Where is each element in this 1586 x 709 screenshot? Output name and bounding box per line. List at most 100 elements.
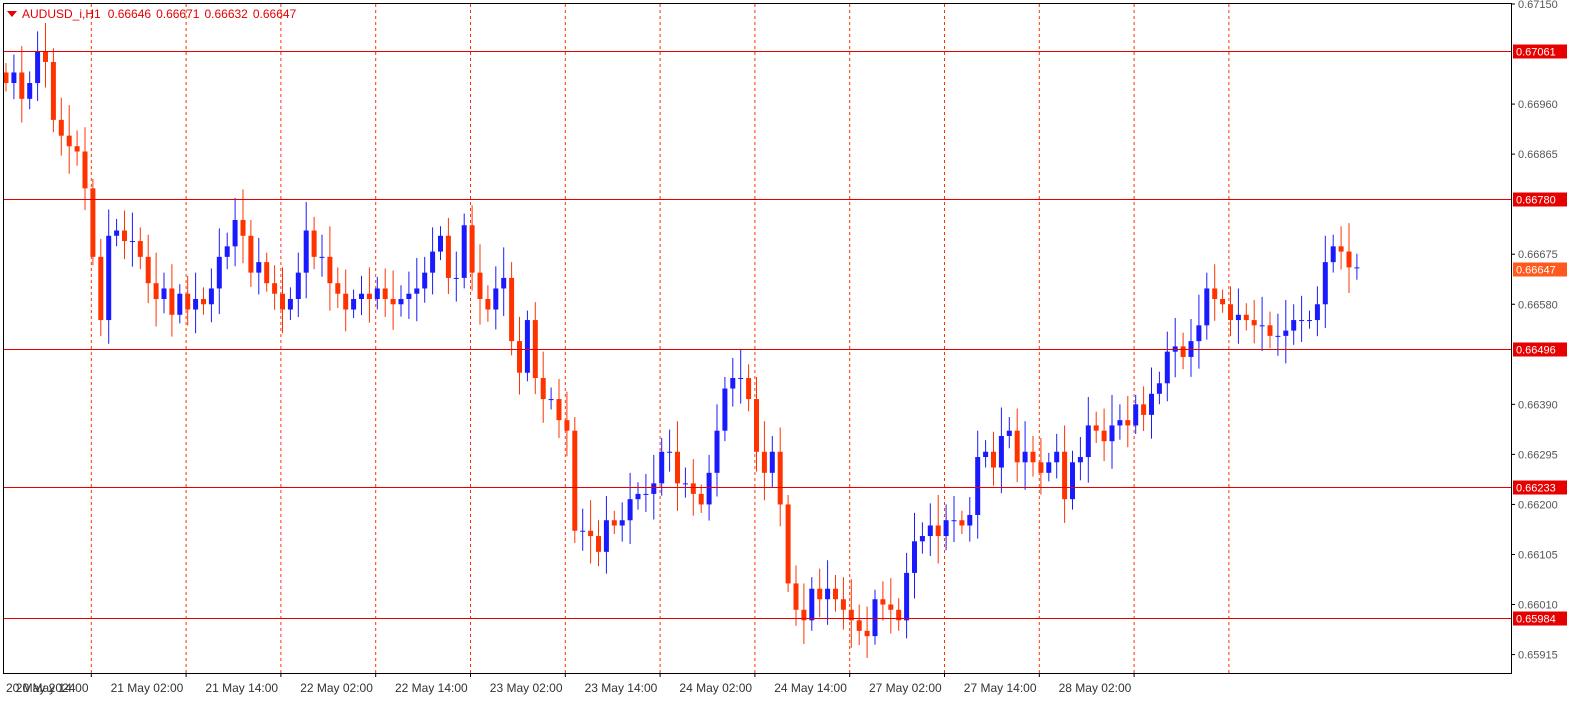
bear-candle-body: [793, 583, 799, 610]
bear-candle-body: [564, 420, 570, 431]
bear-candle-body: [66, 135, 72, 147]
bull-candle-body: [453, 277, 459, 279]
bull-candle-body: [1291, 320, 1297, 331]
bear-candle-body: [611, 520, 617, 526]
bear-candle-body: [991, 451, 996, 468]
bull-candle-body: [927, 525, 933, 537]
ohlc-close: 0.66647: [252, 7, 297, 21]
bull-candle-body: [493, 288, 499, 310]
bull-candle-body: [1117, 420, 1123, 426]
bear-candle-body: [19, 72, 25, 99]
bull-candle-body: [303, 230, 309, 273]
bear-candle-body: [540, 378, 546, 400]
bull-candle-body: [998, 435, 1004, 468]
bull-candle-body: [919, 536, 925, 542]
bear-candle-body: [327, 256, 333, 284]
bear-candle-body: [137, 241, 143, 257]
bull-candle-body: [603, 520, 609, 552]
bear-candle-body: [272, 283, 278, 294]
level-label-text: 0.66233: [1516, 483, 1556, 495]
price-tick-label: 0.65915: [1518, 650, 1558, 662]
price-tick-label: 0.66390: [1518, 399, 1558, 411]
bull-candle-body: [738, 378, 744, 380]
bull-candle-body: [1133, 404, 1139, 426]
bull-candle-body: [635, 493, 641, 500]
bull-candle-body: [1070, 462, 1075, 500]
price-tick-label: 0.66675: [1518, 249, 1558, 261]
bear-candle-body: [98, 256, 104, 321]
bull-candle-body: [975, 457, 981, 515]
bear-candle-body: [477, 272, 483, 299]
bull-candle-body: [422, 272, 428, 289]
bull-candle-body: [1283, 330, 1289, 336]
bull-candle-body: [106, 235, 112, 321]
bear-candle-body: [248, 235, 254, 273]
horizontal-levels: [4, 51, 1511, 619]
time-tick-label: 22 May 02:00: [300, 681, 373, 695]
bull-candle-body: [161, 288, 167, 299]
ohlc-high: 0.66671: [156, 7, 200, 21]
bear-candle-body: [817, 588, 823, 600]
bear-candle-body: [690, 483, 696, 494]
bull-candle-body: [319, 256, 325, 258]
level-label-bg: [1513, 192, 1567, 207]
price-tick-label: 0.66960: [1518, 99, 1558, 111]
price-tick-label: 0.66010: [1518, 600, 1558, 612]
bull-candle-body: [406, 293, 412, 299]
bear-candle-body: [1228, 304, 1233, 321]
time-tick-label: 20 May 14:00: [16, 681, 89, 695]
bull-candle-body: [287, 298, 293, 310]
bear-candle-body: [145, 256, 151, 284]
bear-candle-body: [833, 588, 838, 600]
bear-candle-body: [698, 493, 704, 505]
bull-candle-body: [825, 588, 831, 600]
bear-candle-body: [1243, 314, 1249, 321]
bull-candle-body: [398, 298, 404, 305]
level-label-bg: [1513, 480, 1567, 495]
price-tick-label: 0.66105: [1518, 549, 1558, 561]
bull-candle-body: [809, 588, 815, 621]
bull-candle-body: [1330, 246, 1336, 263]
bear-candle-body: [761, 451, 767, 473]
plot-frame: [3, 3, 1512, 674]
bear-candle-body: [3, 72, 9, 84]
bull-candle-body: [224, 246, 230, 257]
bull-candle-body: [1204, 288, 1210, 326]
bull-candle-body: [114, 230, 120, 236]
bear-candle-body: [746, 378, 752, 400]
time-tick-label: 23 May 14:00: [585, 681, 658, 695]
level-label-bg: [1513, 611, 1567, 626]
bear-candle-body: [90, 188, 96, 257]
price-tick-label: 0.66580: [1518, 299, 1558, 311]
bull-candle-body: [548, 399, 554, 401]
bull-candle-body: [714, 430, 720, 473]
bull-candle-body: [1156, 383, 1162, 394]
bull-candle-body: [216, 256, 222, 289]
bear-candle-body: [445, 235, 451, 278]
bear-candle-body: [1212, 288, 1218, 299]
bear-candle-body: [801, 609, 807, 621]
bear-candle-body: [185, 293, 191, 310]
bear-candle-body: [1125, 420, 1131, 426]
bull-candle-body: [667, 451, 673, 453]
grid-layer: [90, 4, 1230, 673]
bear-candle-body: [509, 277, 515, 342]
bear-candle-body: [311, 230, 317, 257]
bull-candle-body: [1085, 425, 1091, 458]
time-tick-label: 28 May 02:00: [1059, 681, 1132, 695]
bear-candle-body: [264, 262, 270, 284]
bear-candle-body: [777, 451, 783, 505]
collapse-triangle-icon[interactable]: [7, 11, 17, 17]
bull-candle-body: [27, 83, 33, 99]
level-label-text: 0.65984: [1516, 614, 1556, 626]
time-tick-label: 22 May 14:00: [395, 681, 468, 695]
bull-candle-body: [430, 251, 436, 273]
price-tick-label: 0.66295: [1518, 449, 1558, 461]
candles-layer: [3, 22, 1360, 658]
level-label-bg: [1513, 44, 1567, 59]
bear-candle-body: [1062, 451, 1068, 500]
bear-candle-body: [864, 630, 870, 637]
